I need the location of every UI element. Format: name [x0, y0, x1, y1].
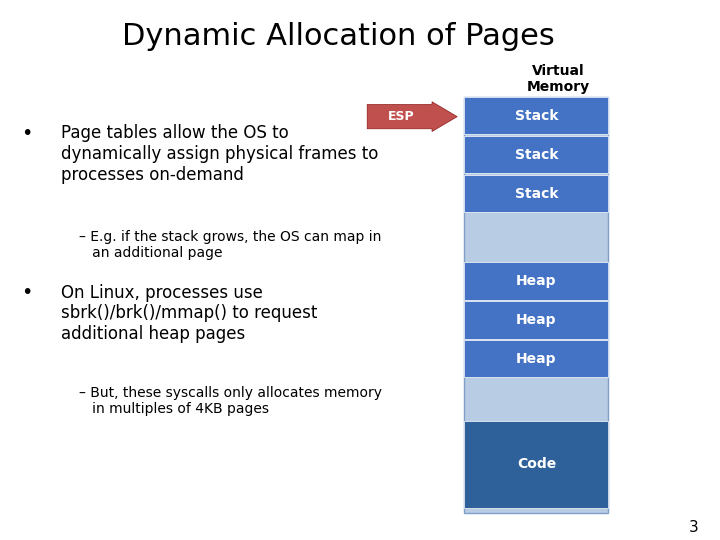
- Text: Heap: Heap: [516, 274, 557, 288]
- Text: Stack: Stack: [515, 148, 558, 161]
- Text: Stack: Stack: [515, 187, 558, 200]
- Text: 3: 3: [688, 519, 698, 535]
- FancyBboxPatch shape: [464, 340, 608, 377]
- FancyBboxPatch shape: [464, 97, 608, 134]
- Text: – But, these syscalls only allocates memory
   in multiples of 4KB pages: – But, these syscalls only allocates mem…: [79, 386, 382, 416]
- Text: •: •: [22, 284, 33, 302]
- Text: Heap: Heap: [516, 352, 557, 366]
- Text: •: •: [22, 124, 33, 143]
- Text: Page tables allow the OS to
dynamically assign physical frames to
processes on-d: Page tables allow the OS to dynamically …: [61, 124, 379, 184]
- Text: Stack: Stack: [515, 109, 558, 123]
- FancyBboxPatch shape: [464, 97, 608, 513]
- Text: Code: Code: [517, 457, 556, 471]
- Text: ESP: ESP: [388, 110, 415, 123]
- FancyBboxPatch shape: [464, 301, 608, 339]
- Text: – E.g. if the stack grows, the OS can map in
   an additional page: – E.g. if the stack grows, the OS can ma…: [79, 230, 382, 260]
- FancyBboxPatch shape: [464, 421, 608, 508]
- Text: Heap: Heap: [516, 313, 557, 327]
- Text: Dynamic Allocation of Pages: Dynamic Allocation of Pages: [122, 22, 555, 51]
- FancyBboxPatch shape: [464, 175, 608, 212]
- FancyBboxPatch shape: [464, 262, 608, 300]
- FancyArrow shape: [367, 102, 457, 131]
- FancyBboxPatch shape: [464, 136, 608, 173]
- Text: Virtual
Memory: Virtual Memory: [526, 64, 590, 94]
- Text: On Linux, processes use
sbrk()/brk()/mmap() to request
additional heap pages: On Linux, processes use sbrk()/brk()/mma…: [61, 284, 318, 343]
